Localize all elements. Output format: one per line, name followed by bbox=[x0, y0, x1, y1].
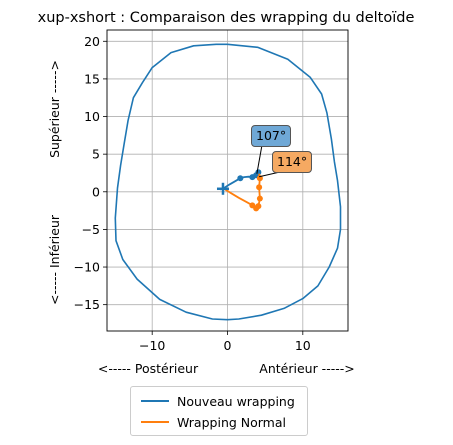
legend-label-normal: Wrapping Normal bbox=[177, 415, 286, 430]
annotation-114: 114° bbox=[272, 151, 312, 173]
grid bbox=[107, 30, 348, 331]
series-1-point bbox=[257, 196, 263, 202]
x-axis-label-left: <----- Postérieur bbox=[98, 361, 199, 376]
x-tick-label: −10 bbox=[139, 338, 165, 353]
y-tick-label: −10 bbox=[74, 260, 100, 275]
y-tick-label: 15 bbox=[84, 71, 100, 86]
annotation-107: 107° bbox=[251, 125, 291, 147]
legend-swatch-nouveau bbox=[141, 400, 169, 402]
series-layer bbox=[217, 169, 263, 211]
legend-item-normal: Wrapping Normal bbox=[141, 412, 286, 432]
chart-title: xup-xshort : Comparaison des wrapping du… bbox=[38, 10, 415, 26]
y-tick-label: 20 bbox=[84, 34, 100, 49]
y-tick-label: −5 bbox=[82, 222, 100, 237]
x-tick-label: 10 bbox=[295, 338, 311, 353]
y-axis-label-bottom: <----- Inférieur bbox=[47, 214, 62, 305]
legend-item-nouveau: Nouveau wrapping bbox=[141, 391, 295, 411]
ticks: −10 0 10 −15 −10 −5 0 5 10 15 20 bbox=[74, 34, 311, 353]
y-tick-label: 0 bbox=[92, 184, 100, 199]
legend-label-nouveau: Nouveau wrapping bbox=[177, 394, 295, 409]
y-tick-label: 10 bbox=[84, 109, 100, 124]
y-tick-label: −15 bbox=[74, 297, 100, 312]
y-tick-label: 5 bbox=[92, 147, 100, 162]
series-0-point bbox=[237, 175, 243, 181]
x-tick-label: 0 bbox=[224, 338, 232, 353]
y-axis-label-top: Supérieur -----> bbox=[47, 60, 62, 158]
series-1-point bbox=[256, 184, 262, 190]
x-axis-label-right: Antérieur -----> bbox=[259, 361, 354, 376]
series-1-point bbox=[255, 203, 261, 209]
legend: Nouveau wrapping Wrapping Normal bbox=[130, 386, 308, 436]
legend-swatch-normal bbox=[141, 421, 169, 423]
